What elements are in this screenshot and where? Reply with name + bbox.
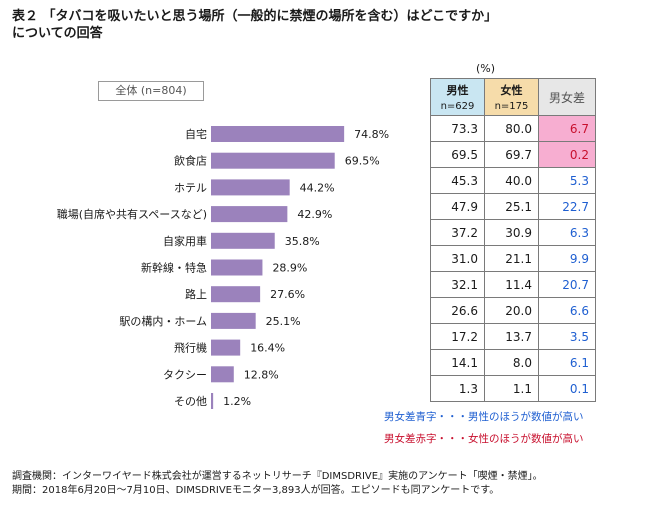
title-line-2: についての回答 xyxy=(12,26,103,41)
category-label: 自家用車 xyxy=(163,234,207,248)
legend-red: 男女差赤字・・・女性のほうが数値が高い xyxy=(384,433,584,445)
female-value: 8.0 xyxy=(484,349,539,376)
category-label: 路上 xyxy=(185,288,207,301)
value-label: 25.1% xyxy=(266,315,301,328)
male-header: 男性 n=629 xyxy=(430,78,485,116)
male-value: 45.3 xyxy=(430,167,485,194)
diff-value: 5.3 xyxy=(538,167,596,194)
diff-header: 男女差 xyxy=(538,78,596,116)
diff-value: 0.1 xyxy=(538,375,596,402)
title-line-1: 表２ 「タバコを吸いたいと思う場所（一般的に禁煙の場所を含む）はどこですか」 xyxy=(12,9,498,24)
male-value: 37.2 xyxy=(430,219,485,246)
table-row: 73.3 80.0 6.7 xyxy=(430,115,596,142)
female-value: 80.0 xyxy=(484,115,539,142)
table-row: 69.5 69.7 0.2 xyxy=(430,141,596,168)
bar xyxy=(211,366,234,383)
female-value: 20.0 xyxy=(484,297,539,324)
footnote-line-2: 期間：2018年6月20日～7月10日、DIMSDRIVEモニター3,893人が… xyxy=(12,485,500,496)
table-body: 73.3 80.0 6.7 69.5 69.7 0.2 45.3 40.0 5.3 47.9 25.… xyxy=(430,115,596,402)
bar-chart: 自宅 74.8% 飲食店 69.5% ホテル 44.2% 職場(自席や共有スペースなど) 42… xyxy=(57,126,389,409)
footnote-line-1: 調査機関：インターワイヤード株式会社が運営するネットリサーチ『DIMSDRIVE… xyxy=(12,471,543,482)
category-label: その他 xyxy=(174,395,207,408)
female-header: 女性 n=175 xyxy=(484,78,539,116)
male-header-label: 男性 xyxy=(446,84,469,97)
category-label: 自宅 xyxy=(185,127,207,141)
value-label: 42.9% xyxy=(297,208,332,221)
diff-value: 6.6 xyxy=(538,297,596,324)
female-header-n: n=175 xyxy=(494,101,529,112)
male-value: 69.5 xyxy=(430,141,485,168)
female-value: 69.7 xyxy=(484,141,539,168)
bar xyxy=(211,286,261,303)
female-value: 11.4 xyxy=(484,271,539,298)
legend-blue: 男女差青字・・・男性のほうが数値が高い xyxy=(384,411,584,423)
diff-value: 22.7 xyxy=(538,193,596,220)
table-row: 26.6 20.0 6.6 xyxy=(430,297,596,324)
bar xyxy=(211,393,214,409)
bar xyxy=(211,259,263,276)
category-label: 飲食店 xyxy=(174,154,207,168)
bar xyxy=(211,206,288,223)
table-row: 31.0 21.1 9.9 xyxy=(430,245,596,272)
overall-label: 全体 (n=804) xyxy=(98,81,204,101)
bar xyxy=(211,312,256,329)
male-header-n: n=629 xyxy=(440,101,475,112)
category-label: 駅の構内・ホーム xyxy=(119,314,207,328)
category-label: ホテル xyxy=(174,181,207,194)
diff-value: 3.5 xyxy=(538,323,596,350)
female-header-label: 女性 xyxy=(500,84,523,97)
diff-value: 6.3 xyxy=(538,219,596,246)
diff-value: 0.2 xyxy=(538,141,596,168)
bar xyxy=(211,126,345,142)
male-value: 73.3 xyxy=(430,115,485,142)
male-value: 1.3 xyxy=(430,375,485,402)
table-row: 32.1 11.4 20.7 xyxy=(430,271,596,298)
value-label: 28.9% xyxy=(272,262,307,275)
male-value: 26.6 xyxy=(430,297,485,324)
chart-title: 表２ 「タバコを吸いたいと思う場所（一般的に禁煙の場所を含む）はどこですか」 に… xyxy=(12,8,497,42)
table-row: 47.9 25.1 22.7 xyxy=(430,193,596,220)
value-label: 69.5% xyxy=(345,155,380,168)
female-value: 13.7 xyxy=(484,323,539,350)
value-label: 16.4% xyxy=(250,342,285,355)
female-value: 25.1 xyxy=(484,193,539,220)
footnote: 調査機関：インターワイヤード株式会社が運営するネットリサーチ『DIMSDRIVE… xyxy=(12,470,543,498)
table-row: 17.2 13.7 3.5 xyxy=(430,323,596,350)
table-row: 45.3 40.0 5.3 xyxy=(430,167,596,194)
male-value: 47.9 xyxy=(430,193,485,220)
female-value: 40.0 xyxy=(484,167,539,194)
value-label: 74.8% xyxy=(354,128,389,141)
male-value: 31.0 xyxy=(430,245,485,272)
value-label: 1.2% xyxy=(223,395,251,408)
category-label: タクシー xyxy=(163,368,207,381)
table-header-row: 男性 n=629 女性 n=175 男女差 xyxy=(430,78,596,116)
table-row: 1.3 1.1 0.1 xyxy=(430,375,596,402)
category-label: 飛行機 xyxy=(174,341,207,355)
category-label: 新幹線・特急 xyxy=(141,261,207,275)
table-row: 37.2 30.9 6.3 xyxy=(430,219,596,246)
female-value: 1.1 xyxy=(484,375,539,402)
value-label: 27.6% xyxy=(270,288,305,301)
value-label: 44.2% xyxy=(300,181,335,194)
female-value: 21.1 xyxy=(484,245,539,272)
gender-table: 男性 n=629 女性 n=175 男女差 73.3 80.0 6.7 69.5 69.… xyxy=(430,78,596,402)
female-value: 30.9 xyxy=(484,219,539,246)
table-row: 14.1 8.0 6.1 xyxy=(430,349,596,376)
bar xyxy=(211,339,241,356)
diff-value: 9.9 xyxy=(538,245,596,272)
male-value: 32.1 xyxy=(430,271,485,298)
diff-value: 20.7 xyxy=(538,271,596,298)
bar xyxy=(211,179,290,196)
value-label: 35.8% xyxy=(285,235,320,248)
category-label: 職場(自席や共有スペースなど) xyxy=(57,207,207,221)
diff-value: 6.7 xyxy=(538,115,596,142)
bar xyxy=(211,152,335,169)
unit-label: (%) xyxy=(476,62,496,75)
male-value: 14.1 xyxy=(430,349,485,376)
male-value: 17.2 xyxy=(430,323,485,350)
value-label: 12.8% xyxy=(244,368,279,381)
bar xyxy=(211,232,275,249)
diff-value: 6.1 xyxy=(538,349,596,376)
